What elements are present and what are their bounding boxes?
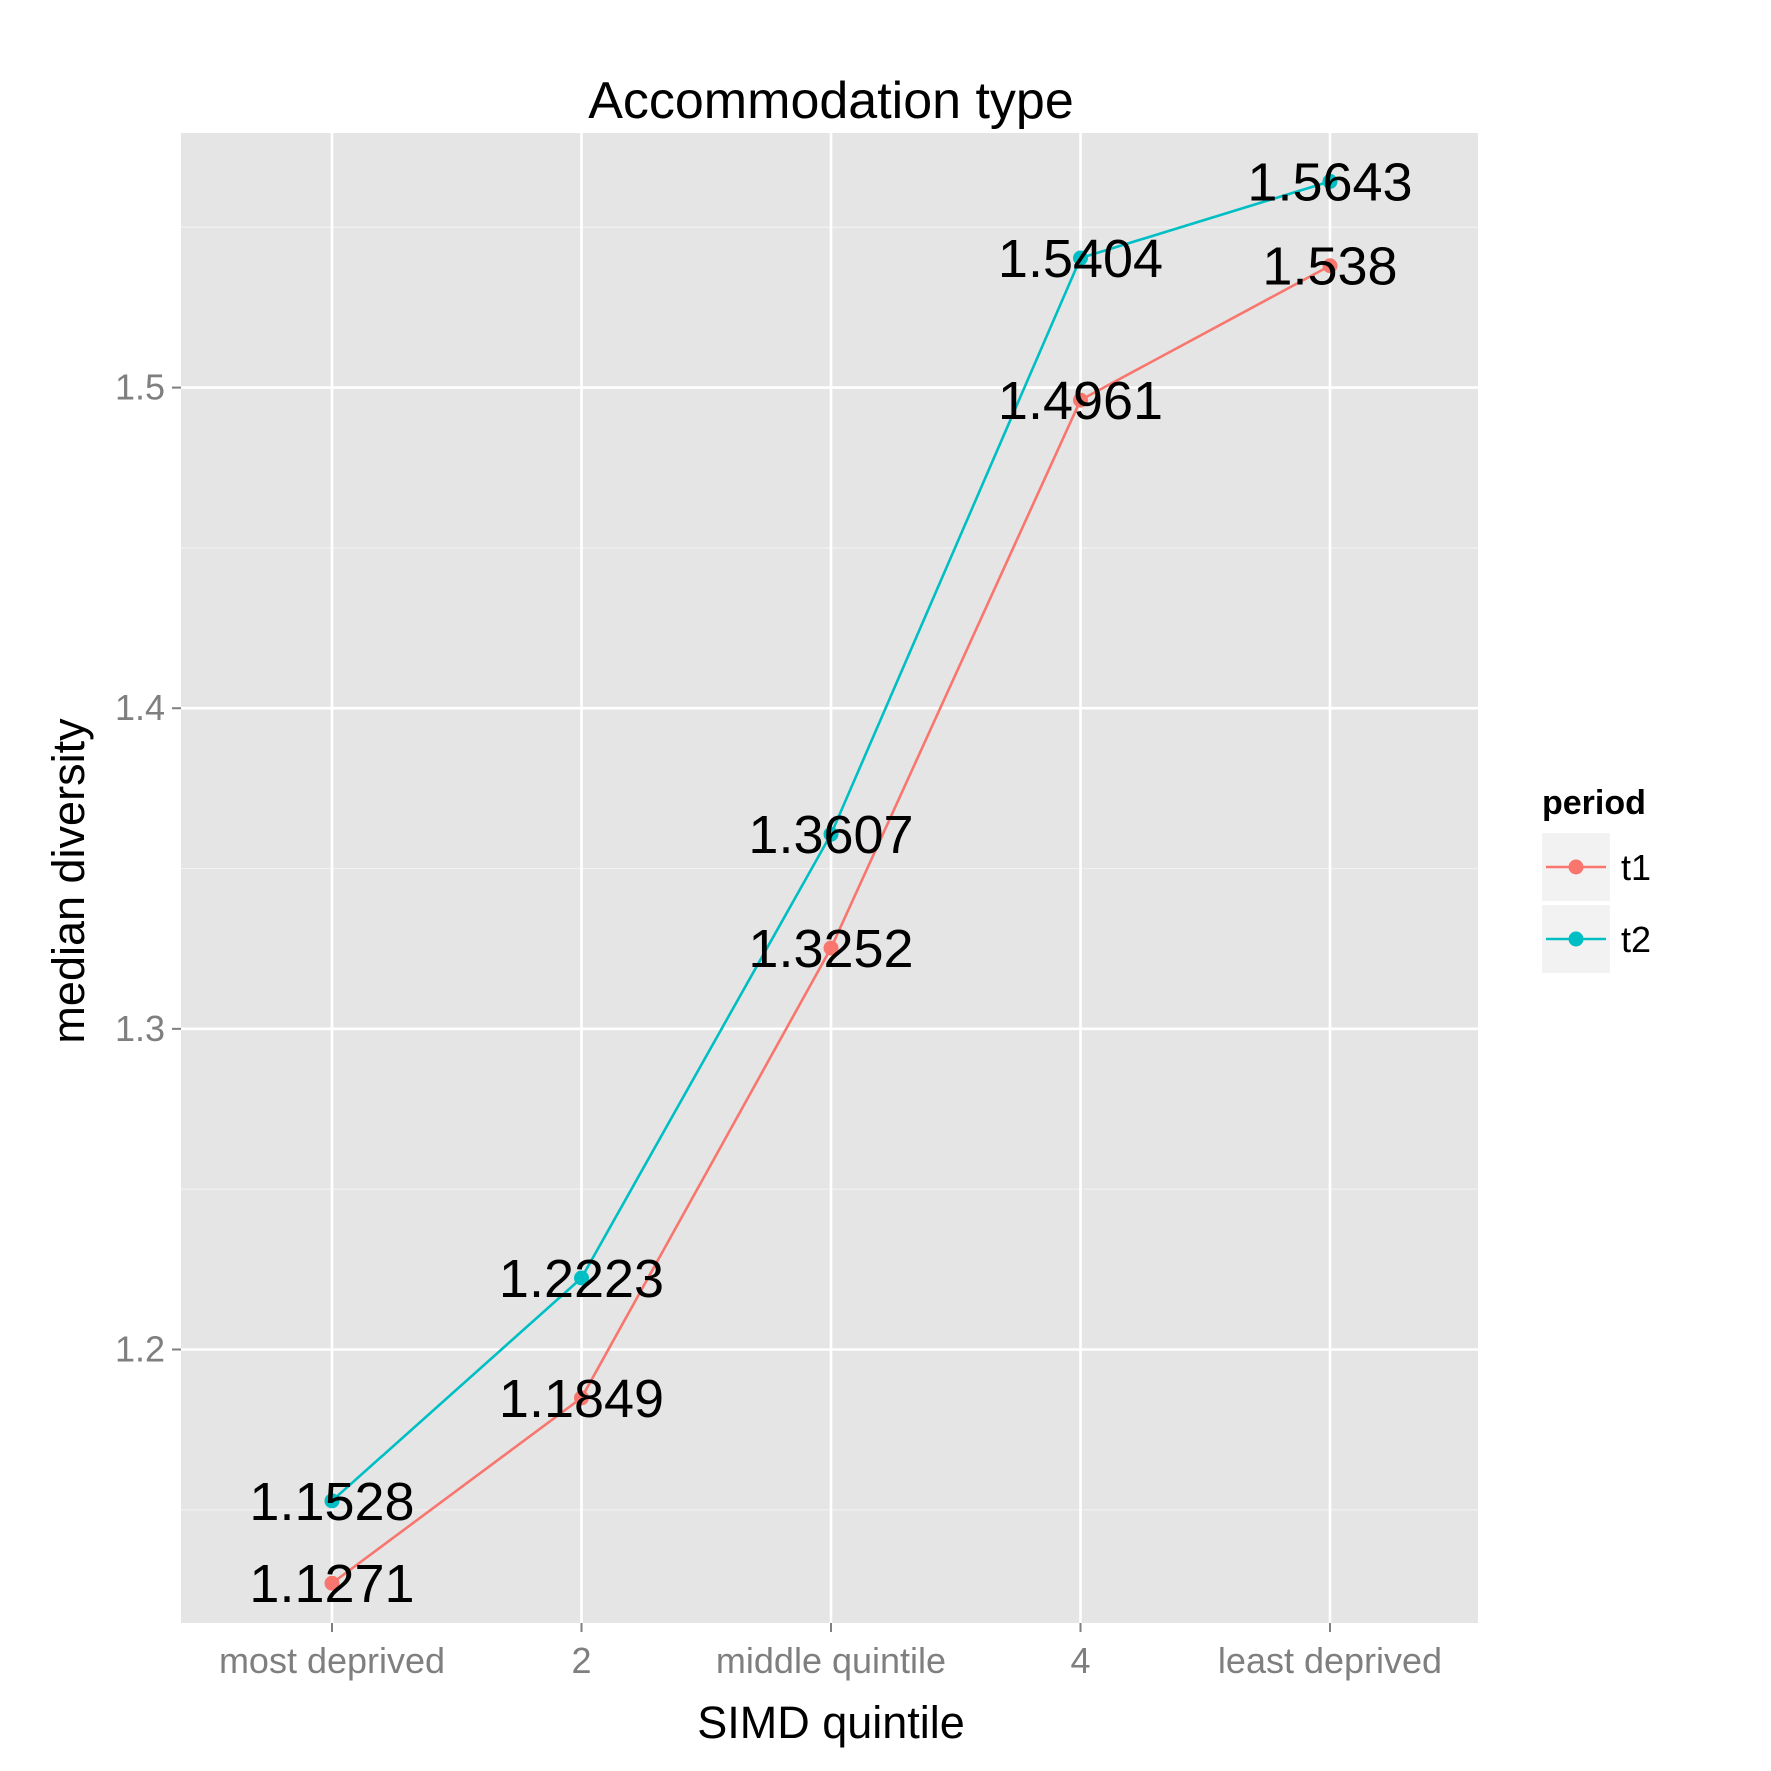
legend-point-t2 xyxy=(1568,931,1584,947)
x-tick-label: middle quintile xyxy=(716,1640,946,1681)
legend: period t1 t2 xyxy=(1542,784,1651,973)
plot-area: 1.2 1.3 1.4 1.5 most deprived 2 middle quintil… xyxy=(115,133,1478,1681)
legend-point-t1 xyxy=(1568,859,1584,875)
data-point-t1 xyxy=(1322,258,1338,274)
y-tick-label: 1.4 xyxy=(115,687,165,728)
x-tick-label: 2 xyxy=(571,1640,591,1681)
x-tick-label: 4 xyxy=(1070,1640,1090,1681)
y-tick-label: 1.2 xyxy=(115,1328,165,1369)
data-label-t2: 1.2223 xyxy=(499,1249,664,1309)
data-label-t2: 1.1528 xyxy=(249,1472,414,1532)
x-axis-title: SIMD quintile xyxy=(697,1697,965,1748)
data-point-t2 xyxy=(1322,173,1338,189)
data-point-t1 xyxy=(823,940,839,956)
y-tick-label: 1.5 xyxy=(115,367,165,408)
data-point-t2 xyxy=(574,1270,589,1286)
data-label-t1: 1.4961 xyxy=(998,371,1163,431)
legend-title: period xyxy=(1542,784,1646,822)
data-label-t2: 1.5404 xyxy=(998,229,1163,289)
legend-label-t1: t1 xyxy=(1621,847,1651,888)
legend-label-t2: t2 xyxy=(1621,919,1651,960)
data-label-t1: 1.3252 xyxy=(748,919,913,979)
y-tick-label: 1.3 xyxy=(115,1008,165,1049)
data-point-t1 xyxy=(574,1390,589,1406)
y-axis-title: median diversity xyxy=(43,718,94,1044)
data-point-t2 xyxy=(1073,250,1088,266)
data-label-t1: 1.538 xyxy=(1262,237,1397,297)
data-point-t1 xyxy=(1073,392,1088,408)
data-point-t1 xyxy=(324,1575,340,1591)
x-tick-label: least deprived xyxy=(1218,1640,1442,1681)
plot-panel xyxy=(181,133,1478,1623)
data-label-t2: 1.3607 xyxy=(748,805,913,865)
data-label-t1: 1.1849 xyxy=(499,1369,664,1429)
chart-title: Accommodation type xyxy=(588,72,1074,130)
data-point-t2 xyxy=(324,1493,340,1509)
data-point-t2 xyxy=(823,826,839,842)
data-label-t1: 1.1271 xyxy=(249,1554,414,1614)
x-tick-label: most deprived xyxy=(219,1640,445,1681)
data-label-t2: 1.5643 xyxy=(1247,152,1412,212)
